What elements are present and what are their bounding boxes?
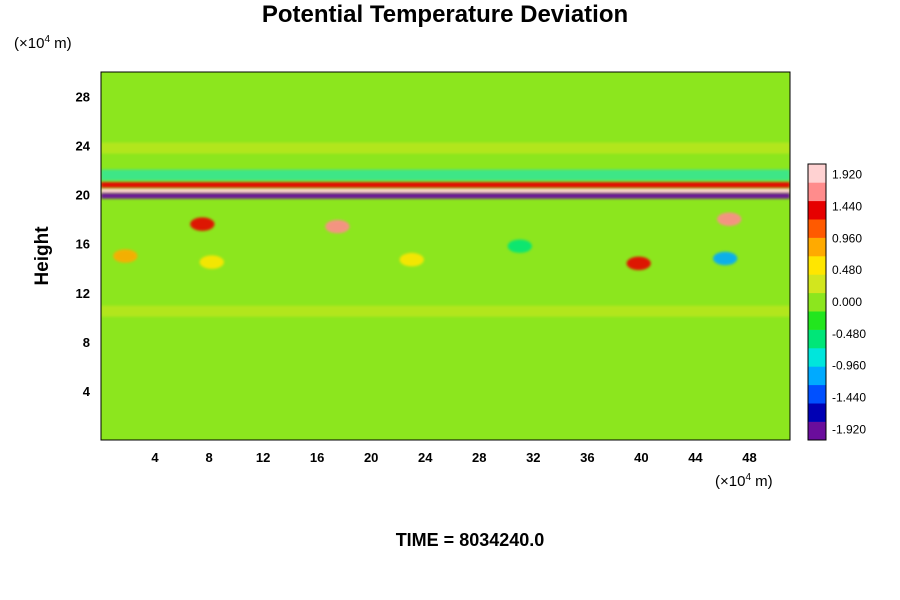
colorbar-label: -1.920 — [832, 422, 866, 436]
colorbar-label: 0.000 — [832, 295, 862, 309]
plot-frame — [100, 71, 791, 441]
heatmap-blob-14 — [399, 252, 424, 267]
y-unit-prefix: (×10 — [14, 35, 45, 52]
y-tick-label: 28 — [76, 90, 90, 105]
colorbar-frame — [807, 163, 827, 441]
heatmap-band-2 — [101, 182, 790, 188]
x-tick-label: 28 — [472, 450, 486, 465]
colorbar-swatch — [808, 366, 826, 386]
time-label: TIME = 8034240.0 — [395, 530, 545, 550]
x-tick-label: 24 — [418, 450, 433, 465]
heatmap-band-4 — [101, 142, 790, 154]
colorbar-swatch — [808, 348, 826, 367]
y-tick-label: 24 — [76, 139, 91, 154]
x-unit-prefix: (×10 — [715, 473, 746, 490]
y-tick-label: 4 — [83, 384, 91, 399]
chart-title: Potential Temperature Deviation — [261, 1, 629, 28]
colorbar-swatch — [808, 200, 826, 220]
colorbar-label: -1.440 — [832, 391, 866, 405]
colorbar-swatch — [808, 311, 826, 330]
y-tick-label: 16 — [76, 237, 90, 252]
heatmap-blob-11 — [507, 239, 532, 253]
colorbar-swatch — [808, 274, 826, 294]
heatmap-band-0 — [101, 188, 790, 194]
colorbar-swatch — [808, 384, 826, 404]
colorbar-swatch — [808, 329, 826, 349]
y-tick-label: 8 — [83, 335, 90, 350]
colorbar-swatch — [808, 182, 826, 202]
x-unit-suffix: m) — [751, 473, 773, 490]
heatmap-blob-6 — [190, 217, 215, 231]
heatmap-blob-12 — [113, 249, 138, 263]
x-tick-label: 36 — [580, 450, 594, 465]
colorbar-swatch — [808, 421, 826, 441]
colorbar-label: 1.920 — [832, 168, 862, 182]
heatmap-band-1 — [101, 193, 790, 199]
heatmap-blob-13 — [199, 255, 224, 269]
heatmap-blob-8 — [626, 256, 651, 271]
y-unit-exponent: 4 — [44, 34, 51, 45]
x-tick-label: 32 — [526, 450, 540, 465]
y-tick-label: 12 — [76, 286, 90, 301]
heatmap-band-5 — [101, 305, 790, 317]
colorbar-swatch — [808, 403, 826, 422]
x-tick-label: 12 — [256, 450, 270, 465]
colorbar-label: 0.480 — [832, 263, 862, 277]
heatmap-band-3 — [101, 169, 790, 181]
x-tick-label: 8 — [205, 450, 212, 465]
y-unit-suffix: m) — [50, 35, 72, 52]
colorbar-label: -0.960 — [832, 359, 866, 373]
x-tick-label: 48 — [742, 450, 756, 465]
colorbar-swatch — [808, 292, 826, 312]
colorbar-swatch — [808, 219, 826, 238]
colorbar-swatch — [808, 237, 826, 257]
heatmap-field — [101, 72, 790, 440]
heatmap-background — [101, 72, 790, 440]
heatmap-blob-7 — [325, 219, 350, 234]
colorbar-label: 0.960 — [832, 231, 862, 245]
x-unit-exponent: 4 — [745, 472, 752, 483]
heatmap-blob-10 — [712, 251, 738, 266]
colorbar-label: 1.440 — [832, 199, 862, 213]
x-tick-label: 40 — [634, 450, 648, 465]
x-tick-label: 16 — [310, 450, 324, 465]
heatmap-blob-9 — [717, 212, 742, 226]
x-tick-label: 4 — [151, 450, 159, 465]
x-tick-label: 20 — [364, 450, 378, 465]
colorbar-label: -0.480 — [832, 327, 866, 341]
colorbar-swatch — [808, 256, 826, 275]
colorbar-swatch — [808, 164, 826, 183]
y-axis-unit: (×104 m) — [14, 34, 72, 52]
x-axis-unit: (×104 m) — [715, 472, 773, 490]
y-tick-label: 20 — [76, 188, 90, 203]
x-tick-label: 44 — [688, 450, 703, 465]
